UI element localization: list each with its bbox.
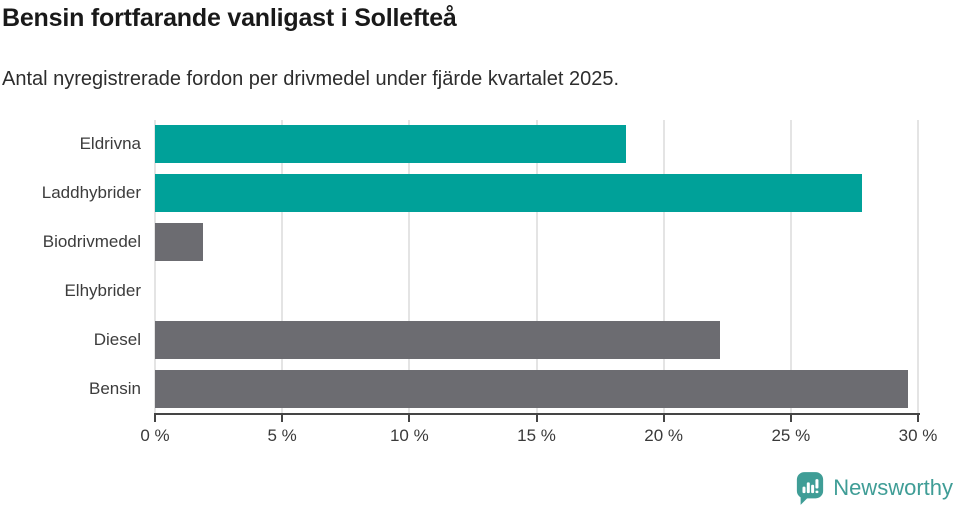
tick-label-20: 20 % <box>644 426 684 445</box>
tick-mark-20 <box>662 415 665 422</box>
bar-row <box>155 218 918 267</box>
bar-laddhybrider <box>155 174 863 213</box>
bar-chart: Eldrivna Laddhybrider Biodrivmedel Elhybrid… <box>0 120 960 460</box>
category-labels: Eldrivna Laddhybrider Biodrivmedel Elhybrid… <box>0 120 141 413</box>
plot-area <box>154 120 919 413</box>
tick-label-10: 10 % <box>389 426 429 445</box>
gridline-30 <box>917 120 919 413</box>
gridline-0 <box>154 120 156 413</box>
newsworthy-logo[interactable]: Newsworthy <box>795 471 953 505</box>
chart-subtitle: Antal nyregistrerade fordon per drivmede… <box>2 68 620 90</box>
category-label-biodrivmedel: Biodrivmedel <box>42 232 141 252</box>
tick-label-30: 30 % <box>898 426 938 445</box>
category-label-diesel: Diesel <box>93 329 141 349</box>
tick-label-0: 0 % <box>140 426 170 445</box>
gridline-20 <box>662 120 665 413</box>
bar-eldrivna <box>155 125 626 164</box>
x-axis-line <box>154 413 920 415</box>
tick-mark-30 <box>917 415 919 422</box>
category-label-elhybrider: Elhybrider <box>64 280 141 300</box>
tick-label-25: 25 % <box>771 426 811 445</box>
tick-mark-10 <box>408 415 411 422</box>
bar-bensin <box>155 369 908 408</box>
bar-row <box>155 315 918 364</box>
bar-row <box>155 169 918 218</box>
category-label-eldrivna: Eldrivna <box>79 134 141 154</box>
tick-mark-5 <box>281 415 284 422</box>
bar-rows <box>155 120 918 413</box>
gridline-10 <box>408 120 411 413</box>
bar-row <box>155 120 918 169</box>
tick-label-15: 15 % <box>517 426 556 445</box>
gridline-25 <box>789 120 792 413</box>
gridline-15 <box>535 120 538 413</box>
category-label-bensin: Bensin <box>89 378 141 398</box>
tick-mark-25 <box>789 415 792 422</box>
bar-chart-speech-bubble-icon <box>797 472 824 505</box>
bar-biodrivmedel <box>155 223 204 262</box>
gridline-5 <box>281 120 284 413</box>
category-label-laddhybrider: Laddhybrider <box>41 183 141 203</box>
chart-title: Bensin fortfarande vanligast i Sollefteå <box>2 4 457 32</box>
tick-mark-15 <box>535 415 538 422</box>
bar-row <box>155 266 918 315</box>
tick-mark-0 <box>154 415 156 422</box>
newsworthy-logo-text: Newsworthy <box>833 475 953 500</box>
bar-row <box>155 364 918 413</box>
bar-diesel <box>155 320 720 359</box>
tick-label-5: 5 % <box>267 426 297 445</box>
